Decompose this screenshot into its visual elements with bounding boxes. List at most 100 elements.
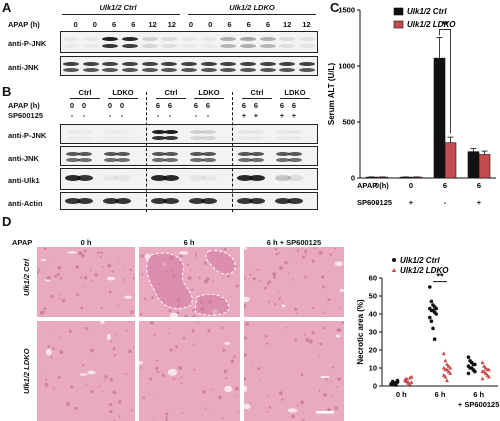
nuclei-speckle [322,285,326,289]
nuclei-speckle [281,301,284,304]
nuclei-speckle [234,395,236,398]
blot-band [240,62,257,66]
nuclei-speckle [153,334,156,337]
blot-band [238,158,252,162]
blot-band [275,175,291,181]
nuclei-speckle [318,389,321,392]
lane-value: 0 [208,20,213,29]
blot-band [116,130,130,134]
nuclei-speckle [156,370,159,374]
nuclei-speckle [107,263,112,268]
legend-label: Ulk1/2 Ctrl [400,256,440,265]
blot-band [102,44,119,48]
lane-value: - [156,111,160,120]
vessel-lumen [281,304,286,308]
nuclei-speckle [334,406,338,410]
vessel-lumen [335,334,341,338]
data-point-ldko [482,369,487,374]
nuclei-speckle [186,263,190,266]
blot-band [220,62,237,66]
nuclei-speckle [235,265,238,268]
group-underline [156,98,186,99]
blot-band [250,136,264,140]
blot-band [163,175,179,181]
group-underline [108,98,138,99]
blot-band [259,37,276,41]
blot-band [279,68,296,72]
nuclei-speckle [311,259,315,263]
blot-band [65,198,81,204]
blot-band [276,136,290,140]
nuclei-speckle [272,272,277,276]
tissue-background [37,247,135,317]
nuclei-speckle [296,249,300,252]
nuclei-speckle [59,350,64,355]
x-tick-label: 0 h [396,390,407,399]
blot-band [82,44,99,48]
blot-band [116,158,130,162]
vessel-lumen [169,312,179,317]
group-label-ldko: Ulk1/2 LDKO [229,3,275,12]
vessel-lumen [287,408,298,413]
column-title: 6 h [183,238,195,247]
blot-band [200,62,217,66]
blot-band [181,62,197,66]
blot-band [181,44,197,48]
lane-value: 0 [107,101,113,110]
nuclei-speckle [192,309,195,312]
lane-value: 0 [69,101,75,110]
nuclei-speckle [244,303,247,308]
blot-band [62,37,79,41]
y-tick-label: 20 [369,346,377,355]
data-point-ctrl [428,315,432,320]
nuclei-speckle [251,362,254,364]
nuclei-speckle [155,366,159,371]
nuclei-speckle [234,386,239,391]
nuclei-speckle [195,254,198,257]
blot-band [237,175,253,181]
x-tick-label: 6 h [435,390,446,399]
nuclei-speckle [81,254,85,258]
blot-band [141,37,158,41]
lane-value: 6 [111,20,117,29]
data-point-ldko [446,369,451,374]
blot-band [249,175,265,181]
blot-band [288,130,302,134]
lane-value: + [241,111,247,120]
lane-value: 12 [282,20,292,29]
nuclei-speckle [341,321,344,324]
nuclei-speckle [61,298,66,303]
nuclei-speckle [80,252,82,254]
data-point-ldko [443,358,448,363]
column-title: 0 h [80,238,92,247]
nuclei-speckle [157,395,159,398]
histology-image [244,321,344,421]
y-tick-label: 40 [369,310,377,319]
significance-marker: ** [436,272,444,282]
blot-band [250,152,264,156]
nuclei-speckle [102,265,104,268]
blot-band [250,158,264,162]
nuclei-speckle [288,272,290,275]
nuclei-speckle [337,377,341,381]
nuclei-speckle [117,258,120,260]
blot-band [161,44,178,48]
nuclei-speckle [47,345,50,348]
lane-value: 12 [302,20,311,29]
blot-band [181,37,197,41]
nuclei-speckle [172,377,175,381]
data-point-ldko [406,381,411,385]
nuclei-speckle [258,380,261,382]
blot-band [65,175,81,181]
vessel-lumen [244,296,250,302]
blot-band [202,136,216,140]
nuclei-speckle [303,333,306,336]
nuclei-speckle [80,276,83,279]
nuclei-speckle [264,286,268,290]
data-point-ctrl [473,369,477,374]
nuclei-speckle [101,390,103,393]
nuclei-speckle [50,356,53,358]
nuclei-speckle [80,306,84,310]
blot-band [115,175,131,181]
lane-value: 12 [167,20,176,29]
